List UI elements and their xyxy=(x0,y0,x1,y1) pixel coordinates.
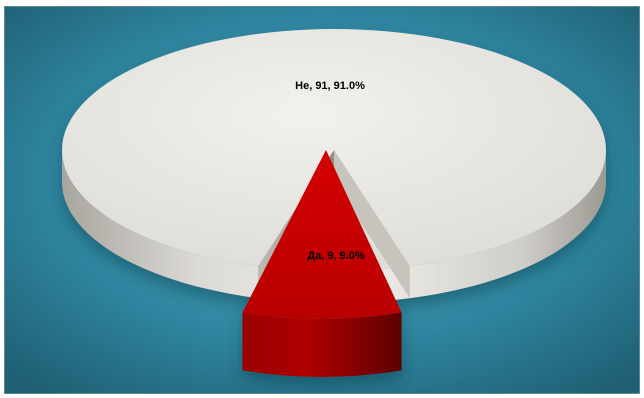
slice-side-da xyxy=(242,312,402,377)
slice-label-ne: Не, 91, 91.0% xyxy=(295,80,365,92)
slice-side-ne xyxy=(62,150,606,303)
pie-group xyxy=(62,29,606,377)
slice-wall-ne-right xyxy=(334,150,410,299)
chart-frame: Не, 91, 91.0% Да, 9, 9.0% xyxy=(4,6,640,394)
slice-label-da: Да, 9, 9.0% xyxy=(307,250,365,262)
slice-top-da xyxy=(242,150,402,319)
pie-chart: Не, 91, 91.0% Да, 9, 9.0% xyxy=(5,7,639,393)
